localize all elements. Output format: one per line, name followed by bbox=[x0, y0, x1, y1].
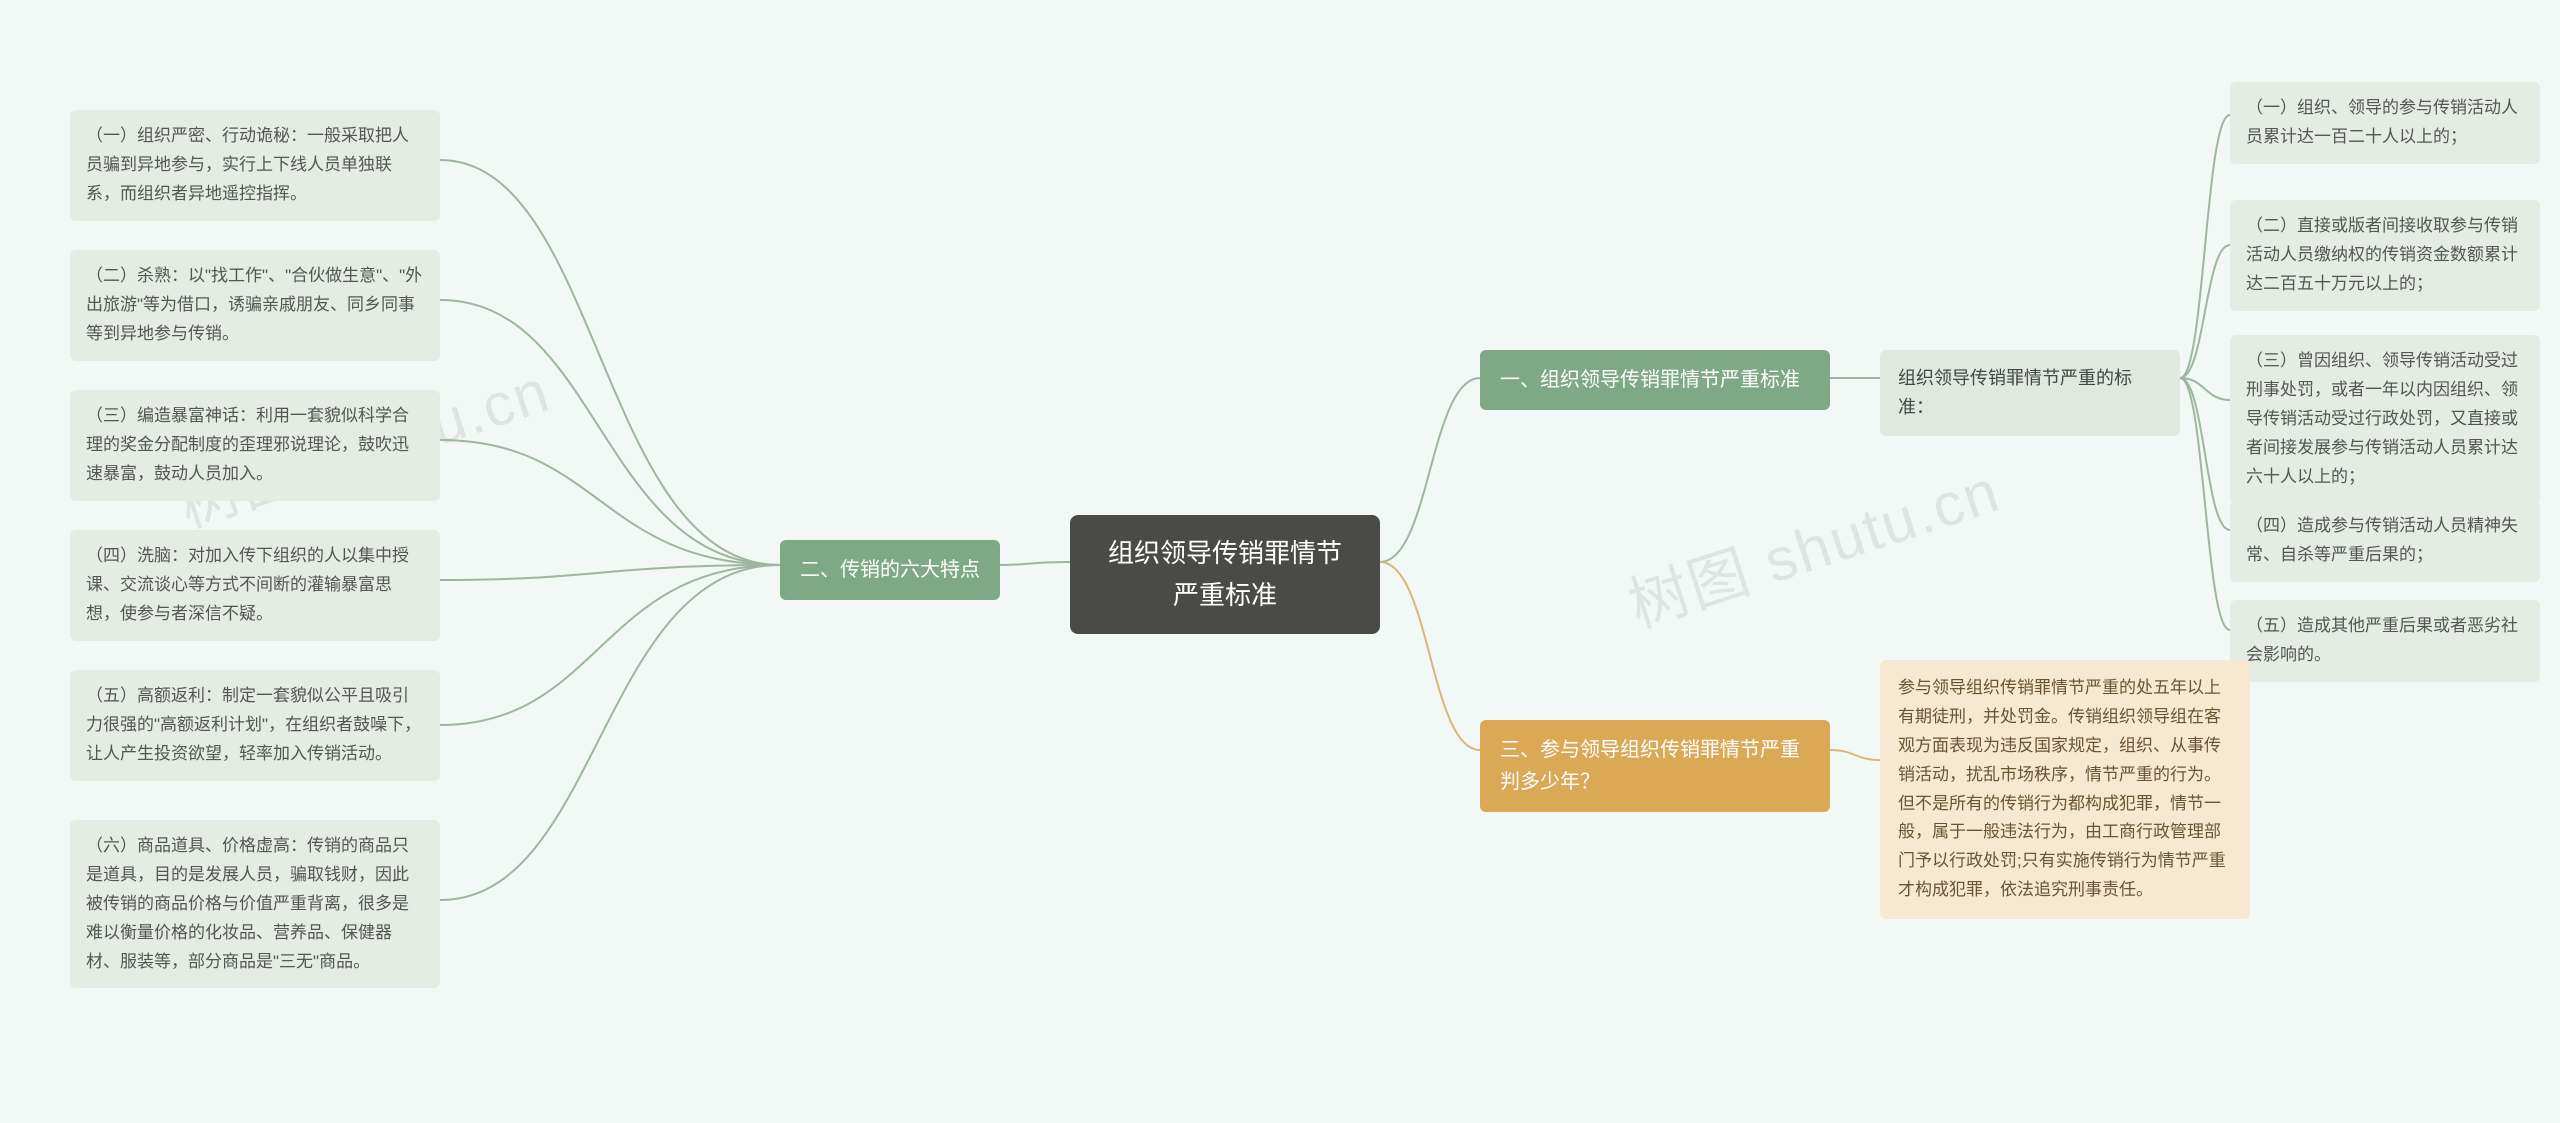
branch-1-item[interactable]: （五）造成其他严重后果或者恶劣社会影响的。 bbox=[2230, 600, 2540, 682]
branch-3[interactable]: 三、参与领导组织传销罪情节严重判多少年？ bbox=[1480, 720, 1830, 812]
branch-1-item[interactable]: （二）直接或版者间接收取参与传销活动人员缴纳权的传销资金数额累计达二百五十万元以… bbox=[2230, 200, 2540, 311]
branch-2[interactable]: 二、传销的六大特点 bbox=[780, 540, 1000, 600]
branch-2-item[interactable]: （三）编造暴富神话：利用一套貌似科学合理的奖金分配制度的歪理邪说理论，鼓吹迅速暴… bbox=[70, 390, 440, 501]
watermark: 树图 shutu.cn bbox=[1616, 443, 2010, 645]
branch-2-item[interactable]: （二）杀熟：以"找工作"、"合伙做生意"、"外出旅游"等为借口，诱骗亲戚朋友、同… bbox=[70, 250, 440, 361]
branch-1[interactable]: 一、组织领导传销罪情节严重标准 bbox=[1480, 350, 1830, 410]
branch-1-item[interactable]: （一）组织、领导的参与传销活动人员累计达一百二十人以上的； bbox=[2230, 82, 2540, 164]
root-node[interactable]: 组织领导传销罪情节严重标准 bbox=[1070, 515, 1380, 634]
branch-1-sub[interactable]: 组织领导传销罪情节严重的标准： bbox=[1880, 350, 2180, 436]
branch-2-item[interactable]: （六）商品道具、价格虚高：传销的商品只是道具，目的是发展人员，骗取钱财，因此被传… bbox=[70, 820, 440, 988]
branch-3-detail[interactable]: 参与领导组织传销罪情节严重的处五年以上有期徒刑，并处罚金。传销组织领导组在客观方… bbox=[1880, 660, 2250, 919]
branch-2-item[interactable]: （五）高额返利：制定一套貌似公平且吸引力很强的"高额返利计划"，在组织者鼓噪下，… bbox=[70, 670, 440, 781]
branch-2-item[interactable]: （一）组织严密、行动诡秘：一般采取把人员骗到异地参与，实行上下线人员单独联系，而… bbox=[70, 110, 440, 221]
branch-1-item[interactable]: （四）造成参与传销活动人员精神失常、自杀等严重后果的； bbox=[2230, 500, 2540, 582]
branch-1-item[interactable]: （三）曾因组织、领导传销活动受过刑事处罚，或者一年以内因组织、领导传销活动受过行… bbox=[2230, 335, 2540, 503]
branch-2-item[interactable]: （四）洗脑：对加入传下组织的人以集中授课、交流谈心等方式不间断的灌输暴富思想，使… bbox=[70, 530, 440, 641]
